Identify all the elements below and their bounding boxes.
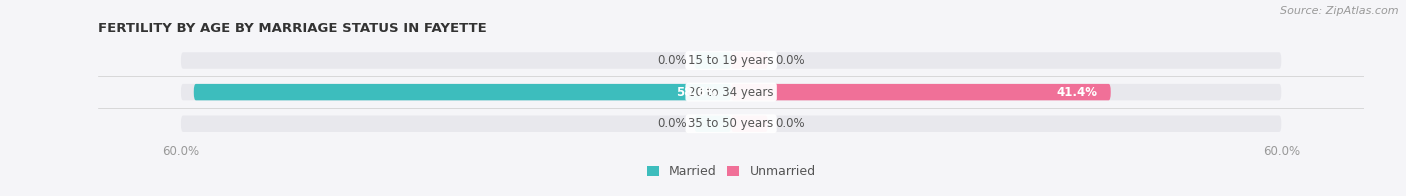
FancyBboxPatch shape xyxy=(181,52,1281,69)
Text: 35 to 50 years: 35 to 50 years xyxy=(689,117,773,130)
FancyBboxPatch shape xyxy=(731,52,768,69)
Text: 0.0%: 0.0% xyxy=(658,54,688,67)
Text: FERTILITY BY AGE BY MARRIAGE STATUS IN FAYETTE: FERTILITY BY AGE BY MARRIAGE STATUS IN F… xyxy=(98,22,486,35)
FancyBboxPatch shape xyxy=(181,115,1281,132)
Text: 15 to 19 years: 15 to 19 years xyxy=(689,54,773,67)
FancyBboxPatch shape xyxy=(731,84,1111,100)
Legend: Married, Unmarried: Married, Unmarried xyxy=(647,165,815,178)
Text: 58.6%: 58.6% xyxy=(676,86,717,99)
Text: 20 to 34 years: 20 to 34 years xyxy=(689,86,773,99)
Text: 0.0%: 0.0% xyxy=(775,54,804,67)
Text: 0.0%: 0.0% xyxy=(775,117,804,130)
Text: 41.4%: 41.4% xyxy=(1056,86,1097,99)
Text: Source: ZipAtlas.com: Source: ZipAtlas.com xyxy=(1281,6,1399,16)
FancyBboxPatch shape xyxy=(731,115,768,132)
Text: 0.0%: 0.0% xyxy=(658,117,688,130)
FancyBboxPatch shape xyxy=(194,84,731,100)
FancyBboxPatch shape xyxy=(695,52,731,69)
FancyBboxPatch shape xyxy=(181,84,1281,100)
FancyBboxPatch shape xyxy=(695,115,731,132)
